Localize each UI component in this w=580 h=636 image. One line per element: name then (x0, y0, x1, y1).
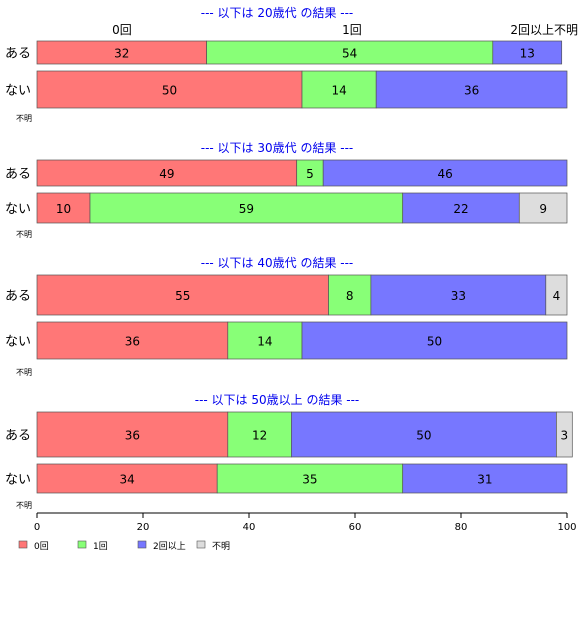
bar-value-label: 10 (56, 202, 71, 216)
row-label: ない (5, 202, 31, 217)
row-label: ない (5, 335, 31, 350)
legend-label: 0回 (34, 541, 49, 552)
bar-value-label: 50 (162, 84, 177, 98)
x-tick-label: 40 (243, 522, 256, 533)
group-title: --- 以下は 50歳以上 の結果 --- (195, 393, 360, 407)
legend-swatch (77, 540, 87, 549)
bar-value-label: 13 (520, 47, 535, 61)
bar-value-label: 9 (539, 202, 547, 216)
x-tick-label: 80 (455, 522, 468, 533)
top-segment-label: 1回 (342, 23, 362, 37)
legend-label: 2回以上 (153, 541, 186, 552)
row-label: ある (5, 429, 31, 444)
bar-segment (545, 274, 568, 316)
bar-value-label: 59 (239, 202, 254, 216)
x-tick-label: 0 (34, 522, 40, 533)
bar-segment (556, 411, 573, 458)
bar-segment (518, 192, 568, 224)
row-label: 不明 (16, 501, 32, 510)
bar-value-label: 49 (159, 167, 174, 181)
bar-segment (36, 159, 298, 187)
row-label: ない (5, 84, 31, 99)
bar-segment (301, 70, 377, 109)
bar-value-label: 22 (453, 202, 468, 216)
row-label: ある (5, 167, 31, 182)
bar-value-label: 33 (451, 289, 466, 303)
top-segment-label: 0回 (112, 23, 132, 37)
bar-segment (301, 321, 568, 360)
bar-value-label: 36 (464, 84, 479, 98)
bar-value-label: 46 (437, 167, 452, 181)
group-title: --- 以下は 20歳代 の結果 --- (201, 6, 354, 20)
bar-value-label: 14 (331, 84, 346, 98)
bar-segment (36, 192, 91, 224)
legend-swatch (18, 540, 28, 549)
bar-segment (370, 274, 547, 316)
bar-segment (322, 159, 568, 187)
bar-segment (402, 192, 520, 224)
bar-segment (291, 411, 557, 458)
bar-segment (36, 274, 329, 316)
x-tick-label: 100 (557, 522, 576, 533)
x-tick-label: 20 (137, 522, 150, 533)
bar-value-label: 36 (125, 335, 140, 349)
bar-value-label: 50 (416, 429, 431, 443)
bar-value-label: 54 (342, 47, 357, 61)
legend-swatch (196, 540, 206, 549)
row-label: 不明 (16, 114, 32, 123)
bar-value-label: 4 (553, 289, 561, 303)
bar-segment (227, 321, 303, 360)
bar-value-label: 35 (302, 473, 317, 487)
bar-value-label: 34 (119, 473, 134, 487)
bar-segment (492, 40, 563, 65)
bar-value-label: 36 (125, 429, 140, 443)
bar-value-label: 14 (257, 335, 272, 349)
bar-segment (36, 321, 229, 360)
group-title: --- 以下は 30歳代 の結果 --- (201, 141, 354, 155)
row-label: ある (5, 289, 31, 304)
bar-value-label: 3 (561, 429, 569, 443)
row-label: 不明 (16, 230, 32, 239)
top-segment-label: 2回以上不明 (510, 23, 578, 37)
bar-segment (402, 463, 568, 494)
row-label: ない (5, 473, 31, 488)
x-tick-label: 60 (349, 522, 362, 533)
bar-segment (36, 411, 229, 458)
bar-value-label: 55 (175, 289, 190, 303)
bar-segment (36, 463, 218, 494)
bar-segment (375, 70, 568, 109)
row-label: ある (5, 47, 31, 62)
legend-label: 不明 (212, 541, 230, 552)
legend-label: 1回 (93, 541, 108, 552)
bar-value-label: 5 (306, 167, 314, 181)
legend-swatch (137, 540, 147, 549)
row-label: 不明 (16, 368, 32, 377)
bar-value-label: 32 (114, 47, 129, 61)
bar-segment (296, 159, 324, 187)
group-title: --- 以下は 40歳代 の結果 --- (201, 256, 354, 270)
bar-value-label: 31 (477, 473, 492, 487)
bar-segment (216, 463, 404, 494)
bar-value-label: 50 (427, 335, 442, 349)
bar-segment (227, 411, 292, 458)
bar-value-label: 12 (252, 429, 267, 443)
bar-segment (89, 192, 404, 224)
bar-value-label: 8 (346, 289, 354, 303)
